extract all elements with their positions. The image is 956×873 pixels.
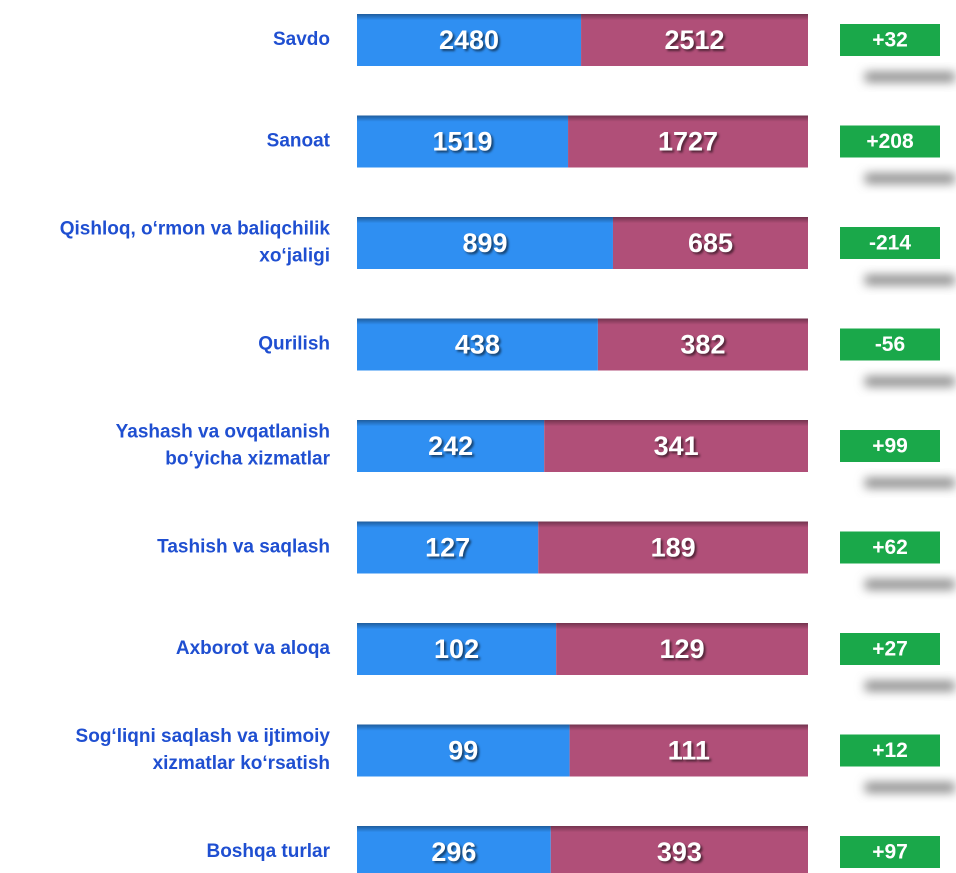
bar-shade [357, 217, 808, 269]
category-label: Sog‘liqni saqlash va ijtimoiy [76, 726, 331, 747]
bar-shade [357, 318, 808, 371]
difference-box [840, 531, 940, 564]
bar-shade [357, 623, 808, 675]
difference-label: +97 [872, 841, 908, 864]
difference-shadow [865, 681, 955, 691]
category-label: bo‘yicha xizmatlar [165, 449, 330, 470]
difference-shadow [865, 579, 955, 590]
difference-label: +12 [872, 739, 908, 762]
difference-box [840, 125, 940, 158]
difference-shadow [865, 782, 955, 793]
difference-box [840, 734, 940, 767]
difference-box [840, 633, 940, 665]
difference-label: +27 [872, 638, 908, 661]
difference-label: +208 [866, 130, 914, 153]
bar-shade [357, 14, 808, 66]
bar-shade [357, 115, 808, 168]
category-label: Axborot va aloqa [176, 638, 331, 659]
category-label: Qishloq, o‘rmon va baliqchilik [60, 219, 331, 240]
difference-label: +62 [872, 536, 908, 559]
difference-shadow [865, 376, 955, 387]
difference-box [840, 836, 940, 868]
difference-label: +99 [872, 435, 908, 458]
category-label: Yashash va ovqatlanish [116, 422, 330, 443]
difference-label: -214 [869, 232, 911, 255]
difference-shadow [865, 275, 955, 285]
difference-shadow [865, 173, 955, 184]
difference-box [840, 24, 940, 56]
difference-shadow [865, 478, 955, 488]
category-label: xizmatlar ko‘rsatish [153, 753, 330, 774]
difference-box [840, 328, 940, 361]
category-label: Savdo [273, 29, 330, 50]
category-label: xo‘jaligi [259, 246, 330, 267]
bar-shade [357, 420, 808, 472]
difference-box [840, 430, 940, 462]
difference-shadow [865, 72, 955, 82]
category-label: Boshqa turlar [206, 841, 330, 862]
category-label: Tashish va saqlash [157, 537, 330, 558]
difference-label: +32 [872, 29, 908, 52]
bar-shade [357, 521, 808, 574]
category-label: Qurilish [258, 334, 330, 355]
bar-shade [357, 724, 808, 777]
category-label: Sanoat [267, 131, 331, 152]
difference-label: -56 [875, 333, 905, 356]
bar-shade [357, 826, 808, 873]
difference-box [840, 227, 940, 259]
